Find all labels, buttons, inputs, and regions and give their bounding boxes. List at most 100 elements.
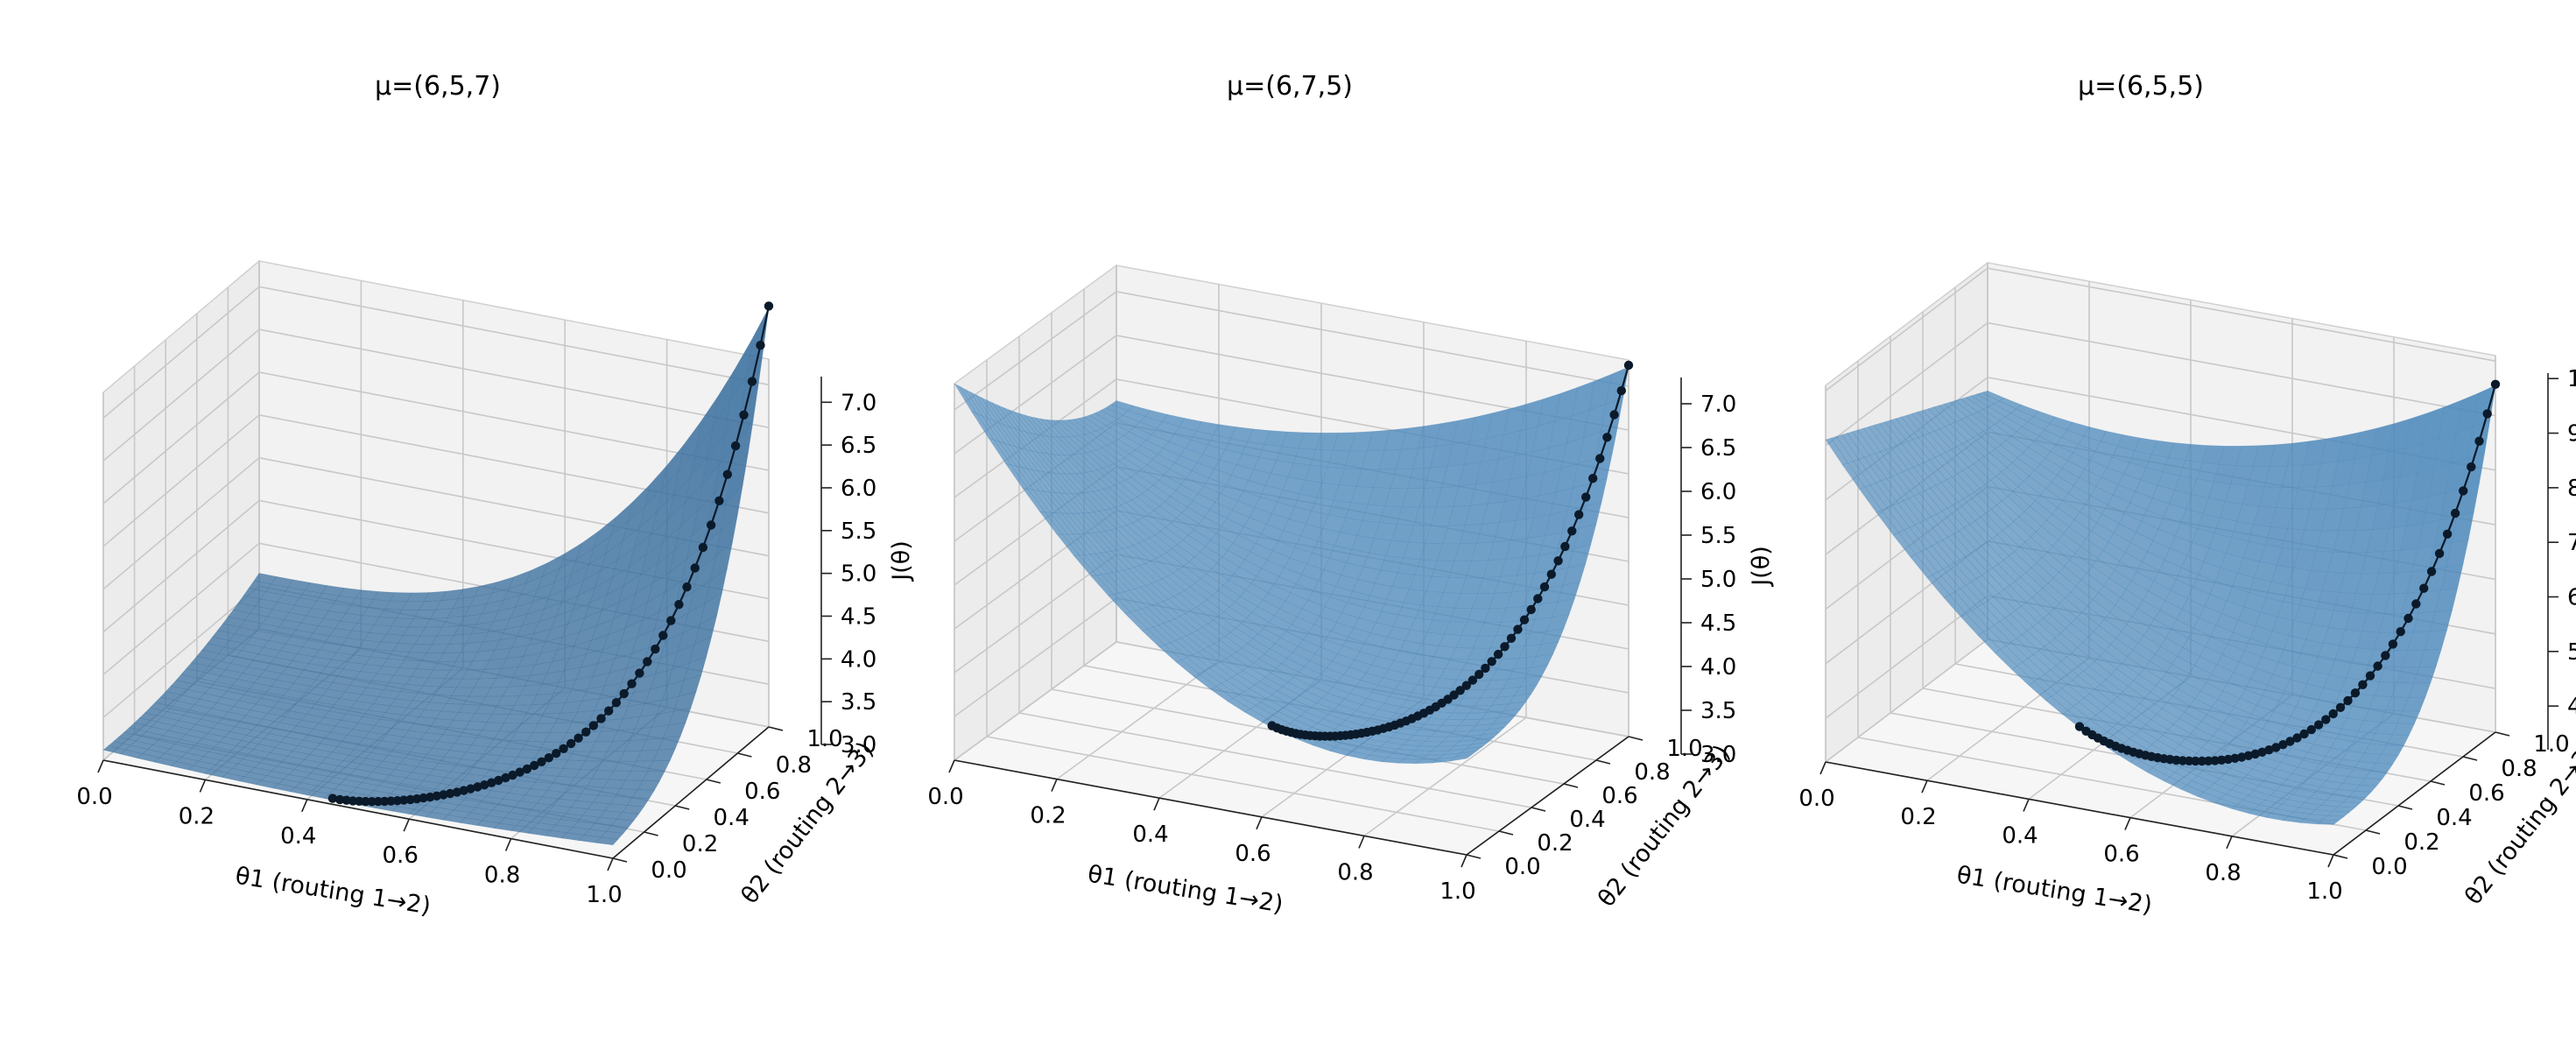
x-tick [1819, 761, 1826, 775]
trajectory-point [327, 794, 338, 803]
x-tick [607, 857, 614, 871]
trajectory-point [1513, 624, 1523, 634]
surface-patch [1503, 701, 1527, 712]
y-tick-label: 0.0 [1504, 854, 1540, 880]
subplot-3-title: μ=(6,5,5) [2078, 71, 2204, 102]
y-tick [675, 805, 690, 810]
surface-patch [725, 452, 749, 504]
trajectory-point [2299, 729, 2309, 739]
trajectory-point [706, 520, 716, 530]
y-tick [2397, 805, 2413, 810]
x-tick [2327, 854, 2334, 868]
trajectory-point [2426, 567, 2437, 576]
trajectory-point [2321, 715, 2331, 724]
y-axis-line [612, 726, 770, 859]
gradient-trajectory [1267, 360, 1634, 741]
y-tick-label: 0.4 [714, 805, 750, 831]
trajectory-point [698, 542, 708, 553]
x-tick-label: 0.4 [2002, 822, 2038, 849]
trajectory-point [1475, 669, 1484, 680]
trajectory-point [487, 778, 496, 787]
z-tick-label: 4.5 [1700, 610, 1736, 637]
x-tick-label: 0.0 [1798, 786, 1834, 812]
y-tick-label: 0.2 [1537, 830, 1573, 857]
z-axis-label: J(θ) [1748, 546, 1775, 588]
grid-line-z [954, 291, 1629, 411]
y-tick-label: 1.0 [1666, 736, 1702, 762]
trajectory-point [2210, 756, 2220, 765]
surface [954, 366, 1629, 765]
z-tick-label: 4.0 [841, 646, 876, 673]
surface-patch [1497, 709, 1522, 718]
trajectory-point [2474, 436, 2484, 446]
z-tick-label: 3.5 [841, 689, 876, 716]
y-tick [768, 726, 784, 731]
y-tick [1563, 783, 1579, 788]
trajectory-point [1461, 681, 1472, 690]
trajectory-point [581, 727, 591, 737]
x-tick [948, 759, 955, 773]
y-tick-label: 1.0 [806, 726, 842, 752]
trajectory-point [2264, 745, 2274, 755]
trajectory-point [2419, 583, 2429, 593]
y-tick [1498, 830, 1514, 836]
trajectory-point [1616, 385, 1627, 396]
trajectory-point [2350, 688, 2361, 698]
z-tick-label: 5.0 [841, 561, 876, 588]
trajectory-point [1546, 569, 1557, 579]
trajectory-point [722, 469, 732, 479]
y-tick [2333, 854, 2348, 859]
y-axis-line [2333, 731, 2496, 856]
y-tick-label: 0.8 [1634, 759, 1670, 786]
trajectory-point [1539, 582, 1550, 592]
z-tick-label: 5 [2567, 639, 2576, 666]
trajectory-point [445, 788, 455, 799]
grid-line-z [102, 286, 770, 419]
trajectory-point [2184, 756, 2194, 765]
y-tick [2365, 829, 2381, 835]
trajectory-point [651, 644, 660, 654]
y-tick-label: 0.6 [2468, 780, 2504, 807]
surface-patch [2413, 666, 2437, 684]
grid-line-z [102, 371, 770, 504]
surface-patch [1449, 754, 1473, 762]
trajectory-point [2404, 613, 2413, 624]
trajectory-point [1267, 721, 1277, 730]
y-tick-label: 0.8 [2501, 756, 2537, 782]
surface-patch [2315, 819, 2340, 825]
y-tick-label: 0.0 [651, 857, 686, 884]
trajectory-point [2358, 680, 2368, 689]
x-tick [1358, 836, 1365, 849]
trajectory-point [466, 784, 475, 794]
trajectory-point [2388, 639, 2398, 649]
trajectory-point [473, 782, 482, 792]
x-tick [2124, 817, 2131, 830]
axes [954, 377, 1682, 856]
x-tick [504, 838, 512, 851]
trajectory-point [619, 688, 629, 699]
trajectory-point [1487, 657, 1496, 667]
x-tick-label: 1.0 [586, 882, 622, 908]
z-tick-label: 6.0 [841, 476, 876, 502]
x-axis-label: θ1 (routing 1→2) [1955, 862, 2154, 920]
trajectory-point [2285, 737, 2295, 746]
x-axis-label: θ1 (routing 1→2) [234, 863, 433, 921]
y-tick [2462, 756, 2478, 761]
trajectory-point [405, 794, 415, 805]
trajectory-point [674, 600, 684, 610]
trajectory-point [2328, 709, 2338, 719]
subplot-1-title: μ=(6,5,7) [375, 71, 501, 102]
x-axis-label: θ1 (routing 1→2) [1086, 861, 1284, 919]
z-tick-label: 8 [2567, 476, 2576, 502]
subplot-1: μ=(6,5,7) 0.00.20.40.60.81.00.00.20.40.6… [76, 71, 915, 921]
trajectory-point [2223, 754, 2233, 765]
z-tick-label: 9 [2567, 421, 2576, 448]
surface-patch [595, 836, 619, 846]
x-tick-label: 0.0 [927, 784, 963, 810]
x-tick-label: 0.2 [179, 803, 215, 829]
trajectory-point [530, 760, 539, 771]
trajectory-point [666, 616, 676, 625]
y-tick-label: 0.8 [776, 752, 812, 779]
trajectory-point [739, 410, 749, 420]
trajectory-point [480, 780, 489, 790]
